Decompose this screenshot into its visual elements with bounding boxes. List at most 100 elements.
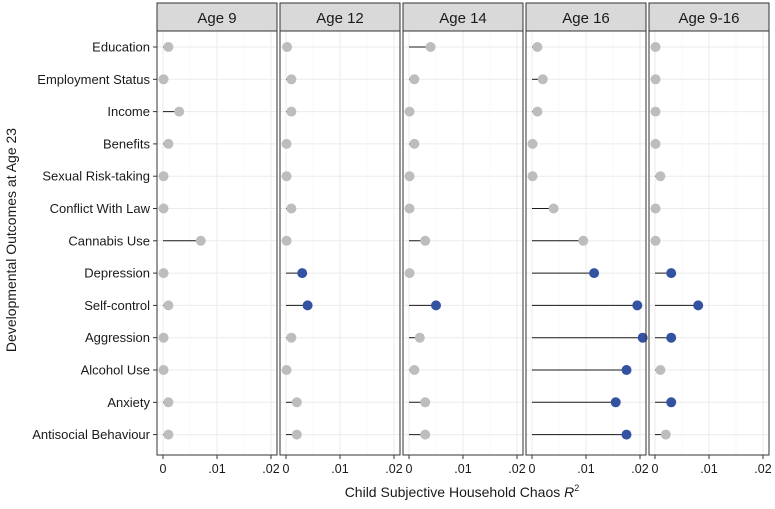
lollipop-point	[431, 300, 441, 311]
panel-age-9: 0 .01 .02 Age 9	[156, 2, 280, 476]
lollipop-point	[163, 300, 174, 311]
lollipop-point	[404, 268, 415, 279]
x-tick-label: .02	[508, 462, 525, 476]
facet-strip-label: Age 14	[439, 10, 487, 27]
lollipop-point	[621, 365, 632, 375]
lollipop-point	[404, 203, 415, 214]
lollipop-point	[286, 74, 297, 85]
lollipop-point	[195, 235, 206, 246]
facet-strip	[525, 2, 647, 32]
lollipop-point	[532, 42, 543, 52]
lollipop-point	[610, 397, 621, 408]
x-tick-label: .02	[385, 462, 402, 476]
lollipop-point	[650, 203, 661, 214]
lollipop-point	[281, 171, 292, 182]
lollipop-point	[655, 365, 666, 375]
lollipop-point	[527, 138, 538, 149]
lollipop-point	[158, 332, 169, 343]
x-tick-label: .02	[631, 462, 648, 476]
lollipop-point	[650, 106, 661, 117]
lollipop-point	[404, 106, 415, 117]
lollipop-point	[660, 429, 671, 440]
x-tick-label: 0	[283, 462, 290, 476]
x-axis-title: Child Subjective Household Chaos R2	[345, 483, 580, 500]
lollipop-point	[286, 106, 297, 117]
category-label: Benefits	[103, 136, 150, 151]
lollipop-point	[632, 300, 643, 311]
lollipop-point	[158, 268, 169, 279]
lollipop-point	[527, 171, 538, 182]
lollipop-point	[158, 365, 169, 375]
lollipop-point	[650, 235, 661, 246]
category-label: Alcohol Use	[81, 363, 150, 378]
lollipop-point	[650, 42, 661, 52]
panel-age-12: 0 .01 .02 Age 12	[279, 2, 403, 476]
x-tick-label: .01	[454, 462, 471, 476]
category-label: Self-control	[84, 298, 150, 313]
lollipop-point	[158, 171, 169, 182]
x-tick-label: .02	[754, 462, 771, 476]
lollipop-point	[650, 138, 661, 149]
lollipop-point	[291, 429, 302, 440]
facet-strip-label: Age 9	[197, 10, 236, 27]
panel-age-14: 0 .01 .02 Age 14	[402, 2, 526, 476]
lollipop-point	[621, 429, 632, 440]
lollipop-point	[666, 332, 677, 343]
facet-strip	[279, 2, 401, 32]
x-tick-label: .02	[262, 462, 279, 476]
lollipop-point	[158, 203, 169, 214]
facet-strip-label: Age 9-16	[679, 10, 740, 27]
x-tick-label: 0	[406, 462, 413, 476]
category-label: Anxiety	[107, 395, 150, 410]
facet-strip	[402, 2, 524, 32]
lollipop-point	[578, 235, 589, 246]
x-tick-label: 0	[160, 462, 167, 476]
facet-strip	[156, 2, 278, 32]
lollipop-point	[548, 203, 559, 214]
lollipop-point	[291, 397, 302, 408]
lollipop-point	[693, 300, 704, 311]
category-label: Antisocial Behaviour	[32, 427, 150, 442]
lollipop-point	[420, 429, 431, 440]
lollipop-point	[420, 235, 431, 246]
lollipop-point	[589, 268, 600, 279]
lollipop-point	[163, 138, 174, 149]
category-label: Education	[92, 40, 150, 55]
lollipop-point	[414, 332, 425, 343]
lollipop-point	[409, 138, 420, 149]
lollipop-point	[163, 429, 174, 440]
panel-age-16: 0 .01 .02 Age 16	[525, 2, 649, 476]
lollipop-point	[163, 397, 174, 408]
lollipop-point	[174, 106, 185, 117]
lollipop-point	[158, 74, 169, 85]
x-tick-label: 0	[529, 462, 536, 476]
lollipop-point	[425, 42, 436, 52]
lollipop-point	[637, 332, 648, 343]
category-label: Sexual Risk-taking	[42, 169, 150, 184]
lollipop-point	[302, 300, 313, 311]
facet-strip-label: Age 12	[316, 10, 364, 27]
lollipop-point	[650, 74, 661, 85]
lollipop-point	[666, 268, 677, 279]
lollipop-point	[281, 138, 292, 149]
lollipop-point	[281, 365, 292, 375]
lollipop-point	[163, 42, 174, 52]
x-tick-label: .01	[331, 462, 348, 476]
category-label: Income	[107, 104, 150, 119]
x-tick-label: .01	[577, 462, 594, 476]
panel-age-9-16: 0 .01 .02 Age 9-16	[648, 2, 772, 476]
x-tick-label: .01	[208, 462, 225, 476]
category-labels: Education Employment Status Income Benefits…	[32, 40, 157, 442]
y-axis-title: Developmental Outcomes at Age 23	[3, 128, 19, 352]
category-label: Cannabis Use	[68, 233, 150, 248]
category-label: Depression	[84, 266, 150, 281]
lollipop-point	[420, 397, 431, 408]
lollipop-point	[655, 171, 666, 182]
facet-strip	[648, 2, 770, 32]
category-label: Aggression	[85, 330, 150, 345]
lollipop-point	[297, 268, 308, 279]
facet-panels: 0 .01 .02 Age 9 0 .01 .02 Age 12 0 .01 .02 Age 14 0.…	[156, 2, 772, 476]
lollipop-point	[666, 397, 677, 408]
category-label: Employment Status	[37, 72, 150, 87]
x-tick-label: .01	[700, 462, 717, 476]
